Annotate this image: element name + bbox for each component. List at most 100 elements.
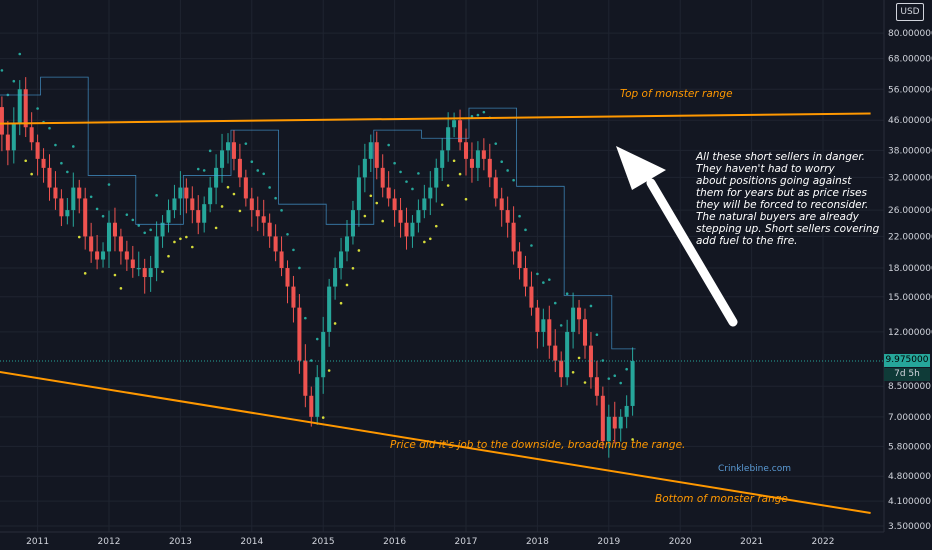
psar-dot	[143, 231, 146, 235]
psar-dot	[95, 207, 99, 211]
short-sellers-note-line: The natural buyers are already	[696, 211, 860, 223]
candle-body	[309, 395, 314, 417]
candle-body	[386, 187, 391, 199]
candle-body	[529, 286, 534, 308]
psar-dot	[333, 322, 337, 325]
y-tick-label: 12.000000	[888, 328, 932, 338]
arrow-shaft	[646, 178, 738, 327]
candle-body	[541, 319, 546, 332]
psar-dot	[202, 169, 206, 172]
candle-body	[315, 377, 320, 417]
x-tick-label: 2020	[669, 537, 692, 547]
candle-body	[458, 120, 463, 143]
psar-dot	[119, 287, 123, 290]
psar-dot	[559, 324, 563, 327]
candle-body	[95, 251, 100, 260]
short-sellers-note-line: All these short sellers in danger.	[695, 151, 865, 163]
psar-dot	[548, 278, 551, 281]
psar-dot	[125, 213, 129, 217]
psar-dot	[304, 316, 307, 320]
candle-body	[23, 89, 28, 128]
psar-dot	[167, 254, 170, 258]
candle-body	[630, 361, 635, 406]
candle-body	[350, 210, 355, 237]
psar-dot	[494, 142, 498, 145]
psar-dot	[405, 180, 408, 183]
psar-dot	[30, 172, 33, 176]
psar-dot	[18, 52, 22, 56]
psar-dot	[452, 159, 456, 163]
candle-body	[196, 210, 201, 223]
psar-dot	[24, 159, 28, 163]
psar-dot	[36, 107, 39, 110]
y-tick-label: 38.000000	[888, 146, 932, 156]
psar-dot	[625, 367, 628, 371]
psar-dot	[161, 270, 164, 273]
psar-dot	[536, 272, 539, 276]
candle-body	[362, 158, 367, 178]
candle-body	[249, 198, 254, 211]
psar-dot	[185, 235, 188, 239]
candle-body	[452, 120, 457, 128]
psar-dot	[77, 235, 81, 239]
psar-dot	[72, 145, 75, 148]
candle-body	[463, 142, 469, 159]
psar-dot	[149, 228, 152, 232]
psar-dot	[179, 237, 182, 241]
candle-body	[130, 259, 135, 269]
y-tick-label: 46.000000	[888, 116, 932, 126]
psar-dot	[315, 337, 319, 341]
x-tick-label: 2011	[26, 537, 49, 547]
candle-body	[65, 210, 70, 217]
candle-body	[5, 134, 10, 151]
candle-body	[588, 345, 593, 378]
candle-body	[398, 210, 403, 223]
candle-body	[493, 177, 498, 199]
psar-dot	[524, 228, 527, 232]
candle-body	[499, 198, 504, 211]
candle-body	[600, 395, 605, 442]
candle-body	[160, 222, 165, 237]
x-tick-label: 2017	[455, 537, 478, 547]
psar-dot	[393, 161, 396, 165]
psar-dot	[565, 292, 569, 296]
countdown-label: 7d 5h	[884, 368, 930, 382]
y-tick-label: 4.100000	[888, 497, 931, 507]
psar-dot	[280, 209, 283, 212]
psar-dot	[417, 172, 420, 175]
candle-body	[321, 331, 326, 378]
candle-body	[273, 236, 278, 252]
candle-body	[71, 187, 76, 211]
psar-dot	[399, 170, 402, 174]
psar-dot	[173, 240, 176, 244]
currency-badge[interactable]: USD	[896, 3, 924, 21]
psar-dot	[292, 248, 295, 252]
psar-dot	[506, 169, 509, 172]
psar-dot	[208, 149, 212, 153]
candle-body	[327, 286, 332, 332]
bottom-range-label: Bottom of monster range	[655, 493, 788, 505]
psar-dot	[54, 143, 57, 147]
psar-dot	[542, 281, 545, 284]
psar-dot	[113, 273, 117, 277]
candle-body	[261, 216, 266, 223]
candle-body	[577, 307, 582, 320]
psar-dot	[458, 172, 462, 176]
candle-body	[172, 198, 177, 211]
candle-body	[220, 150, 225, 168]
candle-body	[422, 198, 427, 211]
psar-dot	[339, 301, 343, 305]
candle-body	[612, 416, 617, 429]
y-tick-label: 15.000000	[888, 293, 932, 303]
candle-body	[553, 345, 558, 361]
y-tick-label: 32.000000	[888, 173, 932, 183]
candle-body	[47, 167, 52, 188]
candle-body	[291, 286, 296, 308]
last-price-label: 9.975000	[884, 354, 930, 368]
psar-dot	[107, 183, 111, 186]
candle-body	[124, 251, 129, 260]
candle-body	[89, 236, 94, 252]
candle-body	[434, 167, 439, 188]
psar-dot	[423, 240, 426, 244]
